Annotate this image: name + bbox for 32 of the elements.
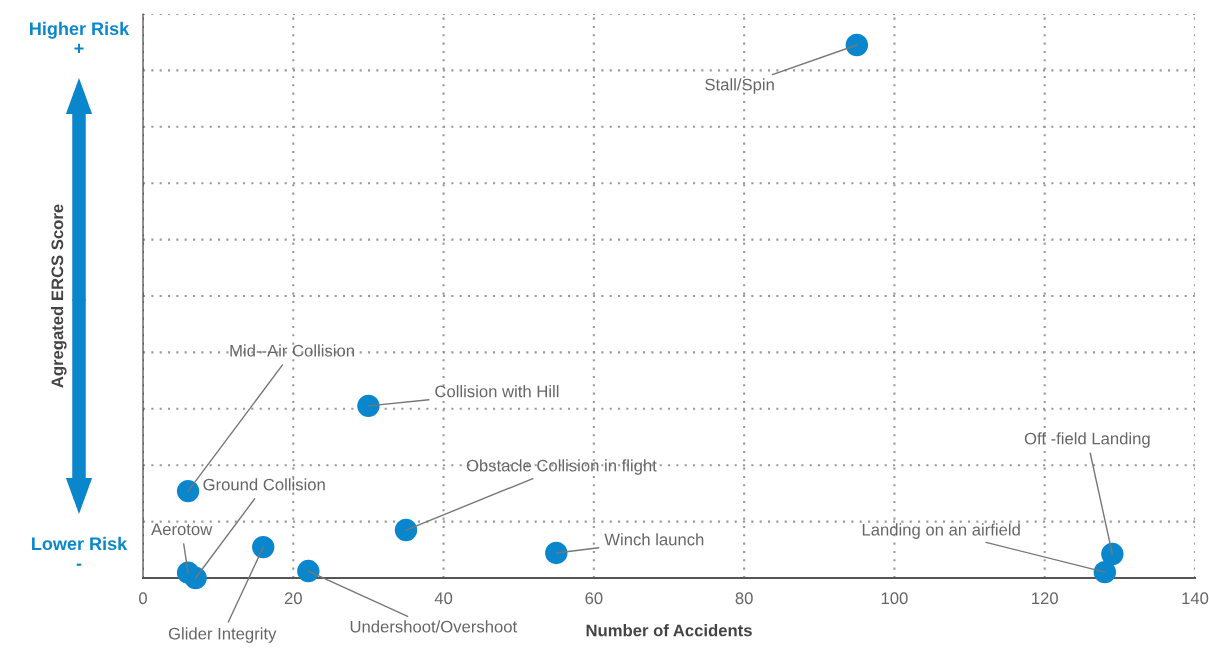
text: Lower Risk - xyxy=(32,536,128,566)
annotation: Aerotow xyxy=(151,523,213,536)
annotation: Off -field Landing xyxy=(1024,432,1150,448)
annotation: Glider Integrity xyxy=(168,627,277,643)
x-tick-label: 80 xyxy=(735,592,753,605)
x-tick-label: 40 xyxy=(434,592,453,605)
point xyxy=(176,561,200,584)
annotation: Obstacle Collision in flight xyxy=(466,459,657,475)
point xyxy=(297,559,320,583)
x-tick-label: 20 xyxy=(284,592,302,605)
point xyxy=(845,33,869,57)
point xyxy=(252,535,275,559)
text: Higher Risk + xyxy=(30,21,130,54)
point xyxy=(1093,560,1117,584)
point xyxy=(545,541,568,565)
point xyxy=(394,518,418,542)
point xyxy=(176,479,200,503)
annotation: Mid--Air Collision xyxy=(230,344,354,357)
annotation: Undershoot/Overshoot xyxy=(350,620,518,633)
x-tick-label: 120 xyxy=(1032,592,1058,605)
x-tick-label: 0 xyxy=(139,592,147,605)
x-tick-label: 60 xyxy=(585,592,603,605)
annotation: Collision with Hill xyxy=(435,385,559,398)
point xyxy=(357,394,380,418)
x-tick-label: 140 xyxy=(1182,592,1209,605)
annotation: Stall/Spin xyxy=(705,78,774,94)
annotation: Winch launch xyxy=(604,533,704,546)
y-axis-title: Agregated ERCS Score xyxy=(51,204,67,388)
x-axis-title: Number of Accidents xyxy=(586,624,752,637)
annotation: Ground Collision xyxy=(203,478,325,491)
x-tick-label: 100 xyxy=(881,592,908,605)
annotation: Landing on an airfield xyxy=(862,523,1020,539)
